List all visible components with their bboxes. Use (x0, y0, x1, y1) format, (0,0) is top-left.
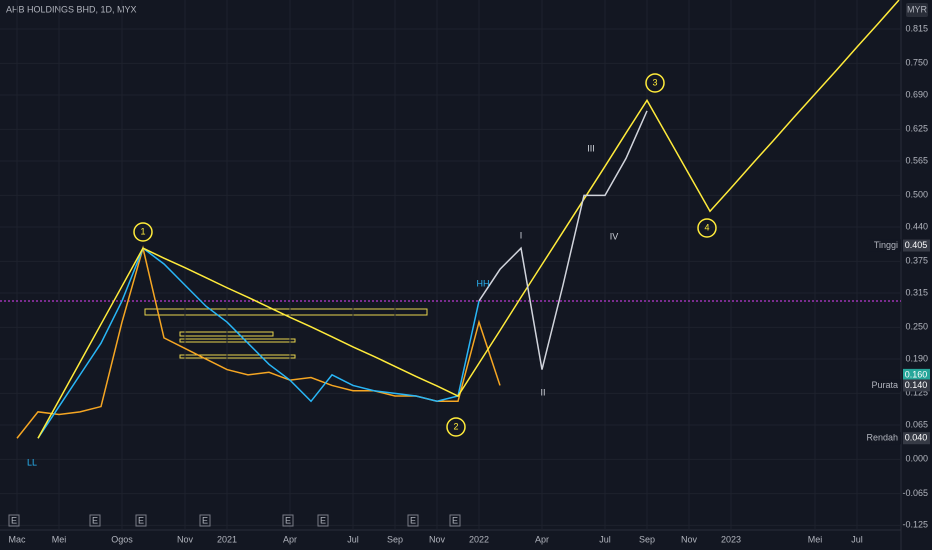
y-tick-label: 0.565 (905, 155, 928, 165)
zone-box (179, 354, 296, 359)
event-box (282, 514, 294, 527)
y-tick-label: 0.750 (905, 58, 928, 68)
event-label: E (410, 515, 416, 525)
x-tick-label: Jul (599, 534, 611, 544)
event-box (317, 514, 329, 527)
currency-box (906, 3, 928, 17)
chart-title: AHB HOLDINGS BHD, 1D, MYX (6, 4, 137, 14)
wave-circle (133, 222, 153, 242)
y-tick-label: 0.625 (905, 124, 928, 134)
event-label: E (452, 515, 458, 525)
wave-circle (697, 218, 717, 238)
x-tick-label: Jul (347, 534, 359, 544)
wave-label: HH (477, 278, 490, 288)
series-line (37, 0, 900, 439)
wave-circle (446, 417, 466, 437)
price-tag-value: 0.040 (905, 433, 928, 443)
y-tick-label: -0.125 (902, 520, 928, 530)
event-box (89, 514, 101, 527)
x-tick-label: 2022 (469, 534, 489, 544)
y-tick-label: 0.125 (905, 388, 928, 398)
event-label: E (320, 515, 326, 525)
x-tick-label: Mac (8, 534, 26, 544)
zone-box (179, 338, 296, 343)
price-tag (903, 239, 930, 252)
event-box (135, 514, 147, 527)
event-box (199, 514, 211, 527)
series-line (37, 246, 480, 439)
x-tick-label: Nov (177, 534, 194, 544)
price-tag (903, 368, 930, 381)
x-tick-label: 2021 (217, 534, 237, 544)
y-tick-label: 0.440 (905, 221, 928, 231)
event-box (8, 514, 20, 527)
price-tag-name-box (868, 239, 901, 252)
price-tag-name: Purata (871, 380, 898, 390)
x-tick-label: Nov (681, 534, 698, 544)
event-label: E (202, 515, 208, 525)
x-tick-label: Sep (639, 534, 655, 544)
x-tick-label: Mei (52, 534, 67, 544)
x-tick-label: Sep (387, 534, 403, 544)
y-tick-label: 0.065 (905, 419, 928, 429)
price-tag (903, 432, 930, 445)
currency-label: MYR (907, 4, 928, 14)
price-tag-name: Tinggi (874, 240, 898, 250)
price-tag-name: Rendah (866, 433, 898, 443)
wave-label: II (540, 387, 545, 397)
event-label: E (11, 515, 17, 525)
wave-label: 3 (652, 77, 657, 87)
y-tick-label: 0.690 (905, 89, 928, 99)
event-label: E (138, 515, 144, 525)
wave-label: 4 (704, 222, 709, 232)
wave-label: IV (610, 231, 619, 241)
event-label: E (285, 515, 291, 525)
y-tick-label: 0.250 (905, 322, 928, 332)
price-tag-value: 0.140 (905, 380, 928, 390)
y-tick-label: -0.065 (902, 488, 928, 498)
wave-label: 2 (453, 421, 458, 431)
y-tick-label: 0.315 (905, 287, 928, 297)
wave-label: 1 (140, 226, 145, 236)
event-label: E (92, 515, 98, 525)
x-tick-label: 2023 (721, 534, 741, 544)
event-box (449, 514, 461, 527)
y-tick-label: 0.375 (905, 256, 928, 266)
price-tag-name-box (868, 432, 901, 445)
y-tick-label: 0.000 (905, 454, 928, 464)
y-tick-label: 0.815 (905, 23, 928, 33)
wave-circle (645, 73, 665, 93)
wave-label: III (587, 143, 595, 153)
y-tick-label: 0.190 (905, 353, 928, 363)
x-tick-label: Jul (851, 534, 863, 544)
x-tick-label: Apr (535, 534, 549, 544)
wave-label: LL (27, 457, 37, 467)
y-tick-label: 0.500 (905, 190, 928, 200)
event-box (407, 514, 419, 527)
x-tick-label: Nov (429, 534, 446, 544)
price-tag (903, 379, 930, 392)
price-tag-name-box (868, 379, 901, 392)
series-line (478, 110, 648, 370)
price-tag-value: 0.160 (905, 369, 928, 379)
x-tick-label: Apr (283, 534, 297, 544)
x-tick-label: Ogos (111, 534, 133, 544)
x-tick-label: Mei (808, 534, 823, 544)
wave-label: I (520, 230, 523, 240)
price-tag-value: 0.405 (905, 240, 928, 250)
